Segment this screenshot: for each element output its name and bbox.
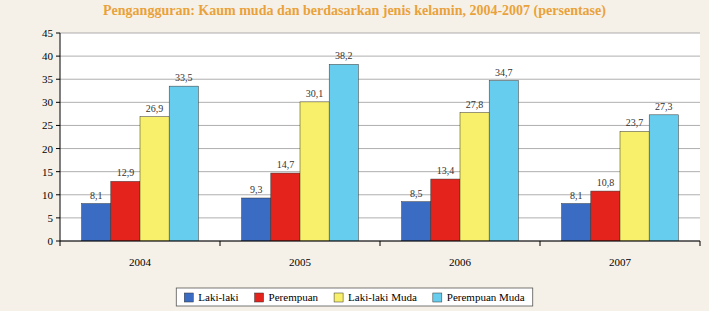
bar <box>489 81 518 241</box>
legend-item: Laki-laki Muda <box>334 291 417 303</box>
plot-area <box>60 33 700 241</box>
data-label: 8,1 <box>570 190 583 201</box>
x-tick <box>60 241 61 246</box>
data-label: 33,5 <box>175 72 193 83</box>
legend-swatch <box>255 293 264 302</box>
legend-swatch <box>433 293 442 302</box>
bar <box>140 117 169 241</box>
y-tick-label: 5 <box>48 212 54 224</box>
x-tick <box>380 241 381 246</box>
bar <box>620 131 649 241</box>
grid-line <box>60 79 700 80</box>
legend: Laki-laki Perempuan Laki-laki Muda Perempua… <box>176 288 532 306</box>
bar <box>402 202 431 241</box>
bar <box>111 181 140 241</box>
legend-item: Laki-laki <box>184 291 238 303</box>
bar <box>591 191 620 241</box>
x-tick-label: 2005 <box>289 256 312 268</box>
legend-label: Perempuan Muda <box>447 291 525 303</box>
bar <box>169 86 198 241</box>
bar <box>271 173 300 241</box>
data-label: 38,2 <box>335 50 353 61</box>
bar <box>460 113 489 241</box>
bar <box>431 179 460 241</box>
y-tick-label: 15 <box>42 166 54 178</box>
data-label: 27,3 <box>655 101 673 112</box>
data-label: 26,9 <box>146 103 164 114</box>
y-tick-label: 10 <box>42 189 54 201</box>
y-tick-label: 30 <box>42 96 54 108</box>
legend-item: Perempuan Muda <box>433 291 525 303</box>
grid-line <box>60 33 700 34</box>
legend-swatch <box>184 293 193 302</box>
x-tick-label: 2004 <box>129 256 152 268</box>
data-label: 12,9 <box>117 167 135 178</box>
data-label: 30,1 <box>306 88 324 99</box>
data-label: 9,3 <box>250 184 263 195</box>
y-tick <box>56 102 60 103</box>
data-label: 27,8 <box>466 99 484 110</box>
y-tick-label: 40 <box>42 50 54 62</box>
background <box>0 0 709 311</box>
data-label: 13,4 <box>437 165 455 176</box>
y-tick-label: 25 <box>42 119 54 131</box>
y-tick <box>56 241 60 242</box>
data-label: 8,5 <box>410 188 423 199</box>
legend-label: Laki-laki <box>198 291 238 303</box>
legend-swatch <box>334 293 343 302</box>
data-label: 34,7 <box>495 67 513 78</box>
y-axis <box>60 33 61 241</box>
bar <box>562 204 591 241</box>
y-tick-label: 45 <box>42 27 54 39</box>
bar <box>329 64 358 241</box>
y-tick <box>56 56 60 57</box>
x-tick-label: 2006 <box>449 256 472 268</box>
data-label: 8,1 <box>90 190 103 201</box>
data-labels: 8,1 9,3 8,5 8,1 12,9 14,7 13,4 10,8 26,9 30,1 27,8… <box>90 50 673 200</box>
data-label: 10,8 <box>597 177 615 188</box>
legend-label: Laki-laki Muda <box>348 291 417 303</box>
y-tick <box>56 194 60 195</box>
grid-line <box>60 56 700 57</box>
legend-box <box>176 288 532 306</box>
y-tick <box>56 33 60 34</box>
x-tick <box>700 241 701 246</box>
y-tick <box>56 171 60 172</box>
legend-item: Perempuan <box>255 291 319 303</box>
y-tick <box>56 148 60 149</box>
y-tick-label: 20 <box>42 143 54 155</box>
title: Pengangguran: Kaum muda dan berdasarkan … <box>103 3 606 19</box>
y-tick <box>56 125 60 126</box>
bar <box>82 204 111 241</box>
y-tick-label: 0 <box>48 235 54 247</box>
y-tick <box>56 79 60 80</box>
data-label: 23,7 <box>626 117 644 128</box>
y-tick <box>56 217 60 218</box>
chart: Pengangguran: Kaum muda dan berdasarkan … <box>0 0 709 311</box>
bars <box>82 64 679 241</box>
data-label: 14,7 <box>277 159 295 170</box>
x-tick <box>540 241 541 246</box>
y-tick-label: 35 <box>42 73 54 85</box>
legend-label: Perempuan <box>269 291 319 303</box>
x-tick <box>220 241 221 246</box>
bar <box>649 115 678 241</box>
bar <box>300 102 329 241</box>
bar <box>242 198 271 241</box>
x-tick-label: 2007 <box>609 256 632 268</box>
